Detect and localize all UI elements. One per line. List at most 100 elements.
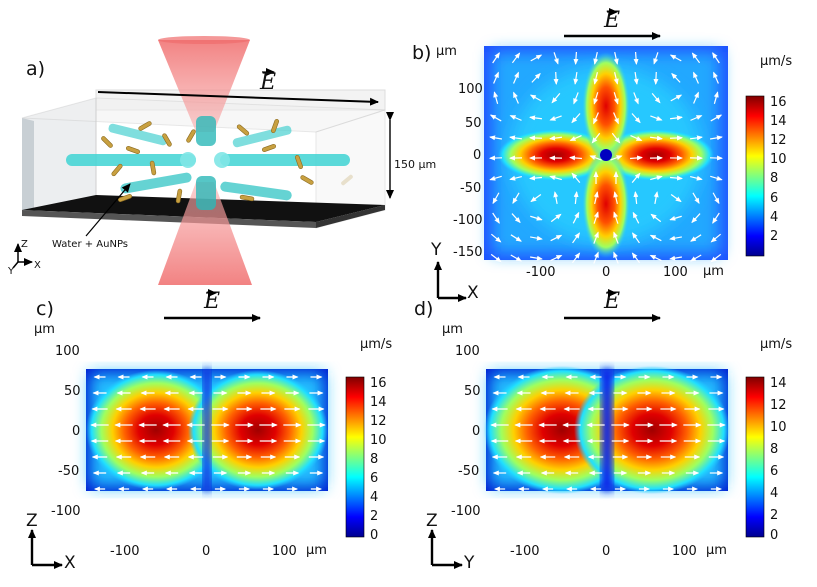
flow-arrow bbox=[649, 135, 663, 141]
panel-b-label: b) bbox=[412, 42, 432, 64]
panel-c-cbar-tick: 4 bbox=[370, 490, 379, 505]
flow-arrow bbox=[669, 235, 683, 241]
flow-arrow bbox=[530, 54, 543, 62]
panel-b-cbar-tick: 8 bbox=[770, 171, 779, 186]
flow-arrow bbox=[492, 192, 500, 205]
flow-arrow bbox=[633, 51, 639, 65]
panel-d-xtick: -100 bbox=[510, 544, 540, 559]
flow-arrow bbox=[569, 135, 582, 141]
flow-arrow bbox=[613, 211, 619, 224]
flow-arrow bbox=[553, 52, 559, 65]
panel-c-colorbar bbox=[345, 376, 365, 538]
panel-c-cbar-tick: 12 bbox=[370, 414, 387, 429]
panel-b-cbar-tick: 6 bbox=[770, 191, 779, 206]
panel-a-axis-y: Y bbox=[8, 266, 15, 277]
flow-arrow bbox=[692, 192, 700, 205]
flow-arrow bbox=[631, 113, 641, 124]
flow-arrow bbox=[710, 233, 722, 243]
panel-d-velocity-map bbox=[484, 366, 730, 494]
flow-arrow bbox=[529, 115, 543, 121]
flow-arrow bbox=[650, 213, 662, 223]
panel-c-colorbar-unit: µm/s bbox=[360, 337, 393, 352]
panel-b-velocity-map bbox=[484, 46, 728, 264]
flow-arrow bbox=[593, 112, 599, 125]
panel-d-unit-x: µm bbox=[706, 543, 727, 558]
panel-d-ytick: -50 bbox=[458, 464, 480, 479]
panel-b-cbar-tick: 12 bbox=[770, 133, 787, 148]
flow-arrow bbox=[650, 115, 663, 121]
panel-b-axis-vertical: Y bbox=[431, 240, 442, 260]
panel-b-ytick: 100 bbox=[458, 82, 483, 97]
panel-a-height-label: 150 µm bbox=[394, 158, 437, 171]
flow-arrow bbox=[613, 92, 619, 105]
flow-arrow bbox=[489, 175, 502, 181]
flow-arrow bbox=[489, 114, 502, 122]
flow-arrow bbox=[690, 175, 703, 181]
flow-arrow bbox=[691, 213, 701, 224]
panel-b-ytick: 50 bbox=[465, 116, 482, 131]
flow-arrow bbox=[710, 175, 723, 181]
flow-arrow bbox=[693, 91, 699, 104]
flow-arrow bbox=[713, 71, 719, 84]
flow-arrow bbox=[610, 155, 623, 161]
panel-d-flow-arrows bbox=[490, 374, 726, 492]
panel-c-axis-vertical: Z bbox=[26, 511, 38, 531]
flow-arrow bbox=[611, 132, 621, 144]
panel-d-ytick: 100 bbox=[455, 344, 480, 359]
flow-arrow bbox=[531, 72, 541, 83]
flow-arrow bbox=[613, 191, 619, 204]
panel-d-colorbar-unit: µm/s bbox=[760, 337, 793, 352]
flow-arrow bbox=[649, 234, 662, 242]
flow-arrow bbox=[509, 175, 522, 181]
flow-arrow bbox=[593, 52, 599, 65]
panel-c-flow-arrows bbox=[90, 374, 326, 492]
flow-arrow bbox=[633, 191, 639, 205]
flow-arrow bbox=[593, 72, 599, 85]
flow-arrow bbox=[530, 194, 542, 203]
panel-d-cbar-tick: 14 bbox=[770, 376, 787, 391]
panel-c-unit-x: µm bbox=[306, 543, 327, 558]
panel-d-colorbar bbox=[745, 376, 765, 538]
flow-arrow bbox=[550, 254, 563, 262]
panel-c-xtick: -100 bbox=[110, 544, 140, 559]
panel-d-ytick: -100 bbox=[451, 504, 481, 519]
flow-arrow bbox=[632, 211, 640, 224]
panel-d-cbar-tick: 8 bbox=[770, 442, 779, 457]
flow-arrow bbox=[550, 213, 562, 223]
panel-d-axis-horizontal: Y bbox=[464, 553, 475, 573]
flow-arrow bbox=[691, 52, 701, 64]
flow-arrow bbox=[573, 191, 579, 205]
flow-arrow bbox=[551, 93, 561, 104]
panel-b-cbar-tick: 4 bbox=[770, 210, 779, 225]
panel-c-cbar-tick: 6 bbox=[370, 471, 379, 486]
flow-arrow bbox=[549, 135, 563, 141]
flow-arrow bbox=[712, 192, 720, 205]
panel-c-ytick: 100 bbox=[55, 344, 80, 359]
panel-a-label: a) bbox=[26, 58, 46, 80]
panel-c-cbar-tick: 0 bbox=[370, 528, 379, 543]
panel-c-cbar-tick: 16 bbox=[370, 376, 387, 391]
flow-arrow bbox=[492, 52, 500, 64]
flow-arrow bbox=[709, 135, 723, 141]
flow-arrow bbox=[573, 51, 579, 65]
panel-c-cbar-tick: 14 bbox=[370, 395, 387, 410]
panel-b-xtick: 100 bbox=[663, 265, 688, 280]
panel-b-ytick: -100 bbox=[453, 213, 483, 228]
panel-a-callout: Water + AuNPs bbox=[52, 239, 129, 250]
panel-d-cbar-tick: 12 bbox=[770, 398, 787, 413]
flow-arrow bbox=[553, 191, 559, 205]
flow-arrow bbox=[513, 91, 519, 104]
panel-b-colorbar bbox=[745, 95, 765, 257]
flow-arrow bbox=[669, 175, 683, 181]
flow-arrow bbox=[629, 155, 643, 161]
panel-b-cbar-tick: 16 bbox=[770, 95, 787, 110]
panel-d-axis-vertical: Z bbox=[426, 511, 438, 531]
flow-arrow bbox=[510, 254, 523, 262]
flow-arrow bbox=[653, 191, 659, 205]
panel-c-cbar-tick: 2 bbox=[370, 509, 379, 524]
flow-arrow bbox=[529, 255, 543, 261]
panel-c-ytick: -50 bbox=[58, 464, 80, 479]
panel-d-cbar-tick: 4 bbox=[770, 486, 779, 501]
